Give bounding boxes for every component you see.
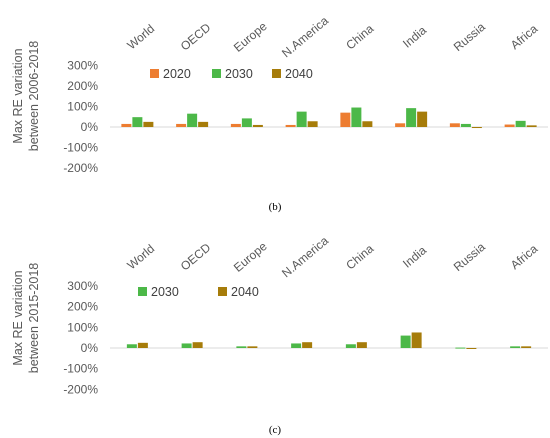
bar-2020 — [230, 123, 241, 127]
y-tick-label: 0% — [81, 120, 99, 134]
bar-2030 — [515, 120, 526, 127]
y-axis-title: between 2015-2018 — [27, 263, 41, 374]
y-tick-label: 200% — [67, 300, 98, 314]
category-label: World — [124, 22, 157, 53]
y-axis-title: Max RE variation — [11, 270, 25, 365]
legend-label: 2020 — [163, 67, 191, 81]
category-label: Africa — [508, 242, 541, 273]
bar-2030 — [510, 346, 521, 348]
category-label: World — [124, 242, 157, 273]
bar-2030 — [236, 346, 247, 348]
bar-2040 — [411, 332, 422, 348]
legend-label: 2040 — [285, 67, 313, 81]
bar-2020 — [504, 124, 515, 127]
bar-2020 — [121, 123, 132, 127]
bar-2040 — [247, 346, 258, 348]
bar-2030 — [181, 343, 192, 348]
y-tick-label: 300% — [67, 59, 98, 73]
legend-swatch — [138, 287, 147, 296]
bar-2040 — [466, 348, 477, 349]
y-tick-label: 100% — [67, 320, 98, 334]
bar-2040 — [362, 121, 373, 127]
category-label: N.America — [279, 13, 331, 60]
bar-2040 — [521, 346, 532, 348]
legend-label: 2030 — [151, 285, 179, 299]
y-tick-label: -100% — [63, 362, 98, 376]
y-tick-label: -200% — [63, 382, 98, 396]
bar-2040 — [252, 124, 263, 127]
bar-2020 — [395, 123, 406, 127]
bar-2030 — [400, 335, 411, 348]
bar-2030 — [406, 108, 417, 127]
panel-label: (c) — [269, 424, 282, 436]
bar-2030 — [126, 344, 137, 348]
bar-2040 — [417, 111, 428, 127]
y-axis-title: Max RE variation — [11, 48, 25, 143]
legend-swatch — [272, 69, 281, 78]
bar-2030 — [460, 123, 471, 127]
category-label: OECD — [178, 20, 214, 53]
legend-swatch — [150, 69, 159, 78]
category-label: Africa — [508, 22, 541, 53]
bar-2040 — [302, 342, 313, 348]
panel-label: (b) — [269, 201, 282, 213]
bar-2020 — [176, 123, 187, 127]
bar-2030 — [455, 347, 466, 349]
bar-2020 — [340, 112, 351, 127]
bar-2030 — [241, 118, 252, 127]
bar-2040 — [137, 342, 148, 348]
y-tick-label: -100% — [63, 141, 98, 155]
legend-label: 2040 — [231, 285, 259, 299]
chart-panel-2: 300% 200% 100% 0% -100% -200% Max RE variation… — [11, 233, 548, 436]
bar-2040 — [198, 121, 209, 127]
legend-swatch — [212, 69, 221, 78]
bar-2040 — [356, 342, 367, 348]
bar-2040 — [471, 127, 482, 129]
y-tick-label: 300% — [67, 279, 98, 293]
bar-2020 — [285, 124, 296, 127]
bar-2040 — [192, 342, 203, 348]
category-label: Russia — [451, 20, 488, 55]
y-tick-label: -200% — [63, 161, 98, 175]
y-tick-label: 100% — [67, 100, 98, 114]
bar-2040 — [307, 121, 318, 127]
chart-panel-1: 300% 200% 100% 0% -100% -200% Max RE variation… — [11, 13, 548, 213]
bar-2030 — [296, 111, 307, 127]
category-label: Russia — [451, 240, 488, 275]
y-axis-title: between 2006-2018 — [27, 41, 41, 152]
bar-2030 — [291, 343, 302, 348]
y-tick-label: 200% — [67, 79, 98, 93]
y-tick-label: 0% — [81, 341, 99, 355]
category-label: China — [343, 21, 376, 52]
category-label: India — [400, 23, 429, 51]
bar-2040 — [526, 125, 537, 127]
bar-2030 — [187, 113, 198, 127]
category-label: Europe — [231, 19, 270, 55]
bar-2020 — [449, 123, 460, 127]
category-label: N.America — [279, 233, 331, 280]
bar-2030 — [132, 117, 143, 127]
bar-2030 — [351, 107, 362, 127]
legend-label: 2030 — [225, 67, 253, 81]
bar-2030 — [345, 344, 356, 348]
category-label: OECD — [178, 240, 214, 273]
legend-swatch — [218, 287, 227, 296]
category-label: Europe — [231, 239, 270, 275]
category-label: China — [343, 241, 376, 272]
bar-2040 — [143, 121, 154, 127]
category-label: India — [400, 243, 429, 271]
